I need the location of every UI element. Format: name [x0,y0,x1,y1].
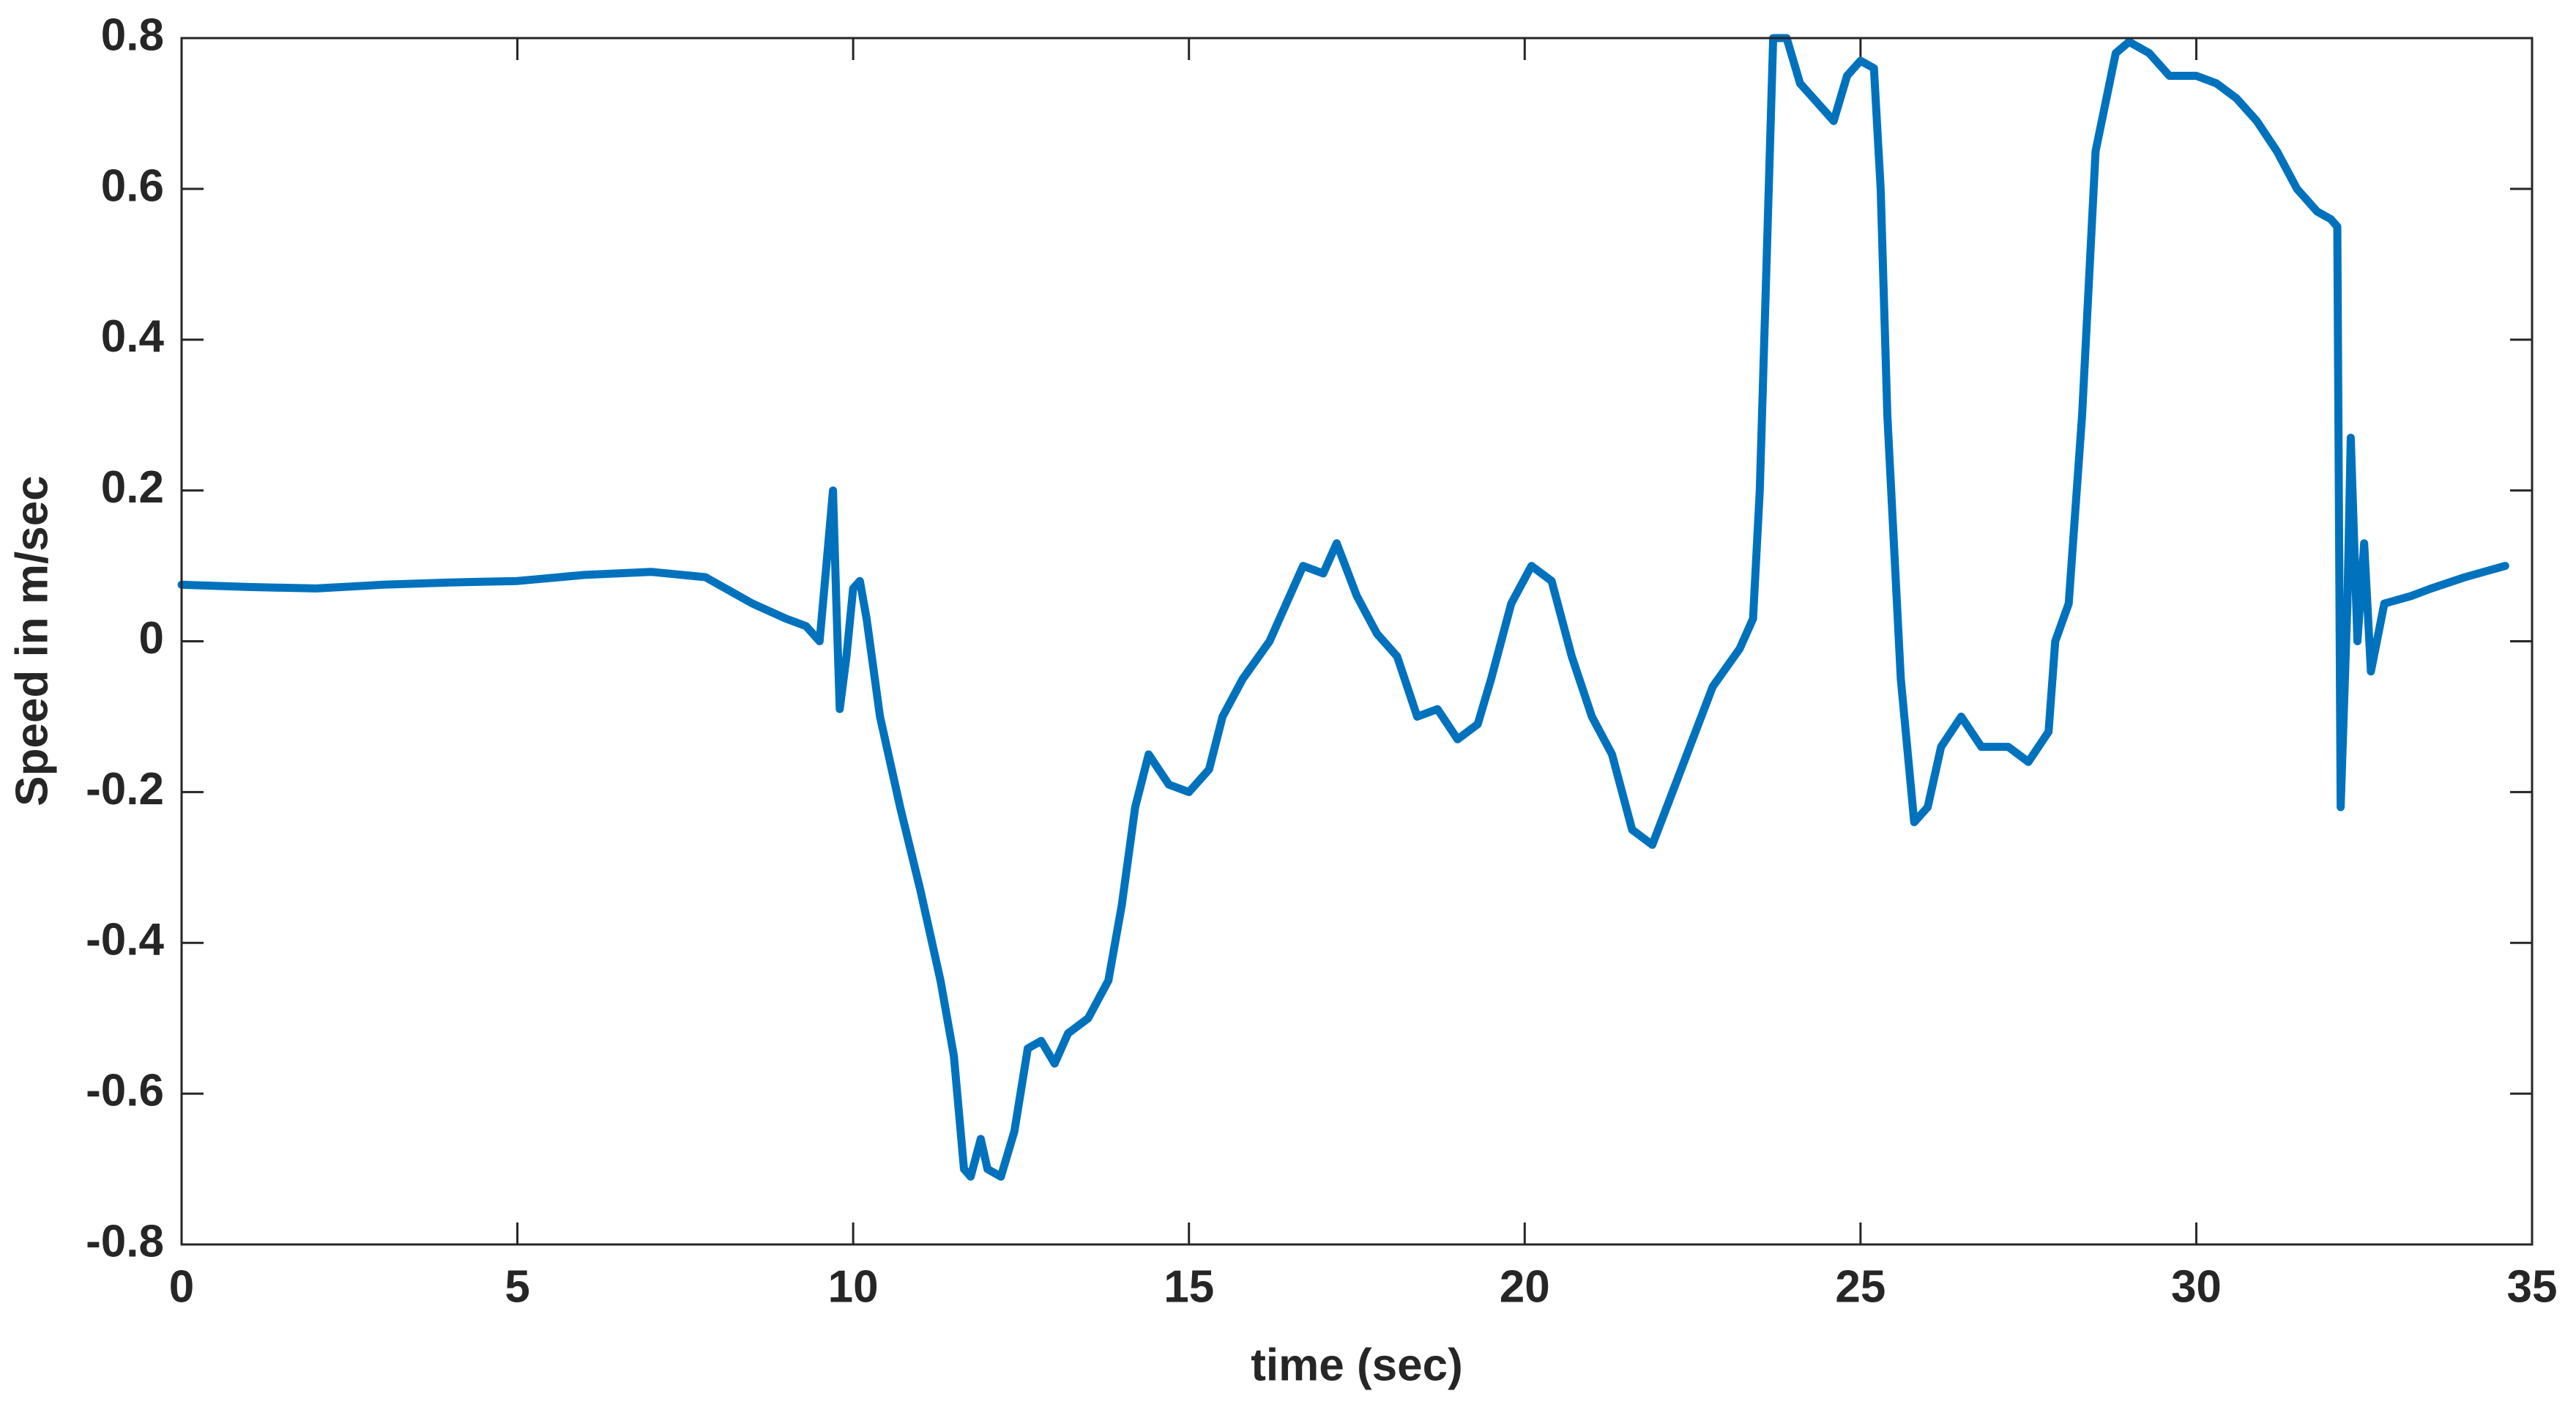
y-tick-label: 0.2 [101,462,164,513]
x-axis-label: time (sec) [1251,1340,1462,1390]
y-tick-label: -0.8 [86,1216,164,1266]
x-tick-label: 25 [1835,1261,1886,1312]
y-axis-label: Speed in m/sec [7,475,57,806]
y-tick-label: -0.6 [86,1066,164,1116]
data-line [177,34,2509,1181]
y-tick-label: 0.8 [101,10,164,60]
plot-area [182,38,2532,1244]
x-tick-label: 10 [828,1261,879,1312]
axes-box [180,37,2534,1246]
y-tick-label: 0 [139,613,164,664]
x-tick-label: 20 [1500,1261,1550,1312]
y-tick-label: -0.4 [86,915,164,965]
y-tick-label: -0.2 [86,764,164,815]
y-tick-label: 0.6 [101,160,164,211]
x-tick-label: 35 [2507,1261,2558,1312]
x-tick-label: 30 [2171,1261,2222,1312]
x-tick-label: 0 [169,1261,194,1312]
y-tick-label: 0.4 [101,311,165,362]
x-tick-label: 15 [1164,1261,1214,1312]
x-tick-label: 5 [505,1261,529,1312]
